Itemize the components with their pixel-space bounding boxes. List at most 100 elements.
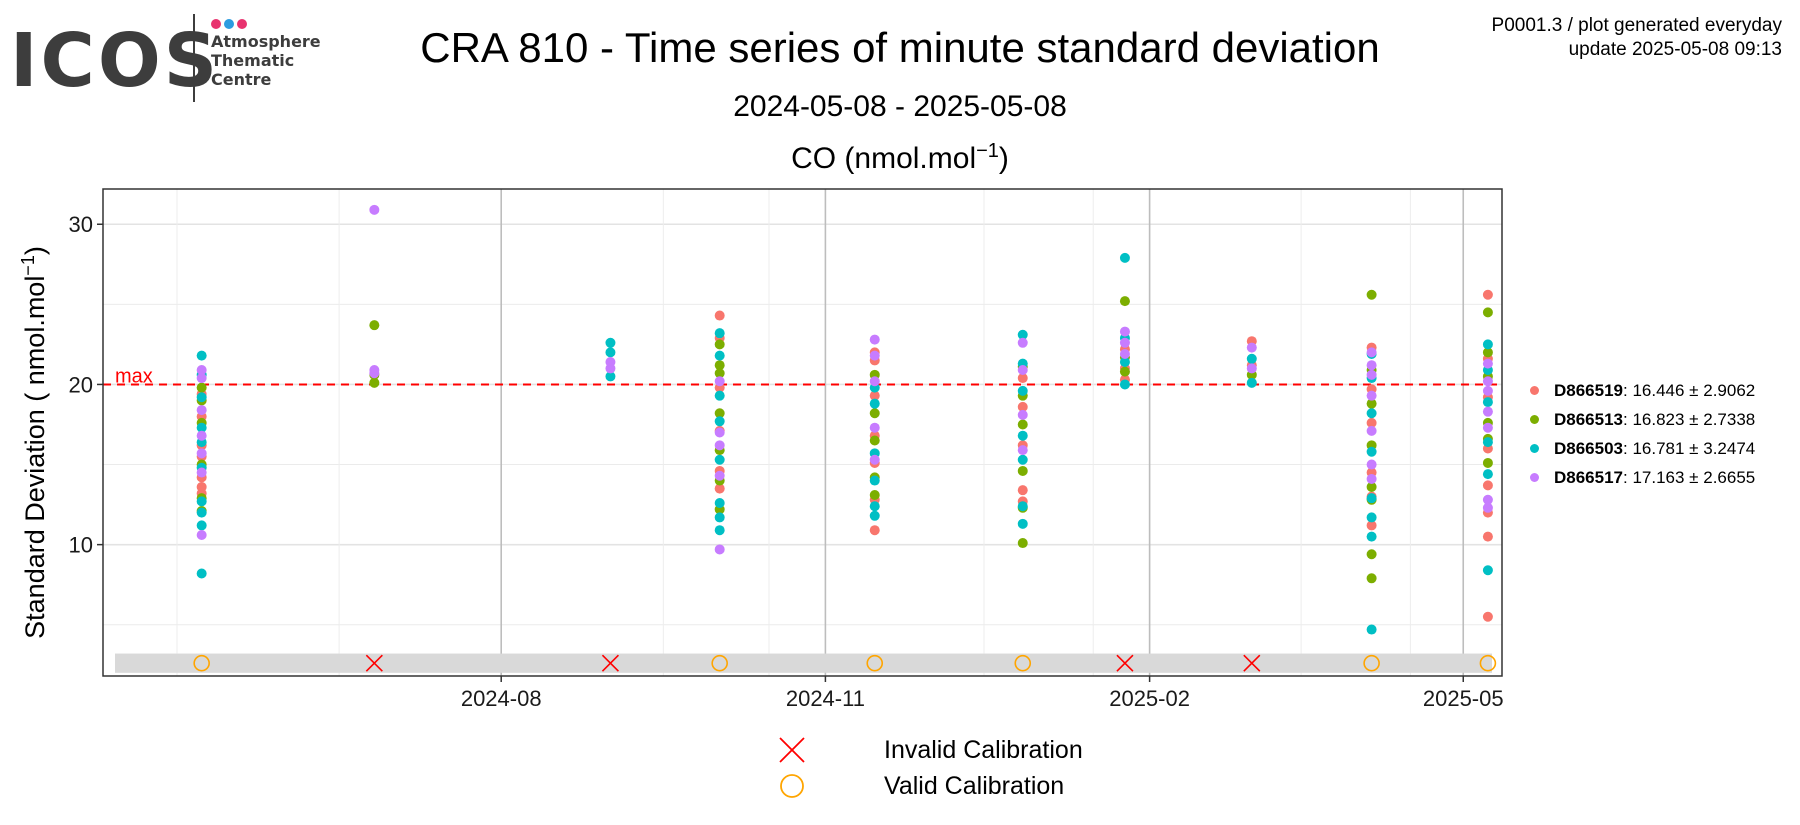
data-point xyxy=(369,204,380,215)
data-point xyxy=(869,475,880,486)
data-point xyxy=(1366,425,1377,436)
data-point xyxy=(1482,502,1493,513)
data-point xyxy=(1482,289,1493,300)
data-point xyxy=(196,350,207,361)
logo-dot-3 xyxy=(237,19,247,29)
y-axis-title-close: ) xyxy=(20,246,50,255)
data-point xyxy=(1017,445,1028,456)
logo-dot-1 xyxy=(211,19,221,29)
data-point xyxy=(196,496,207,507)
data-point xyxy=(714,310,725,321)
data-point xyxy=(1366,398,1377,409)
data-point xyxy=(1246,377,1257,388)
plot-border xyxy=(102,188,1503,677)
legend-invalid-calibration: Invalid Calibration xyxy=(772,732,1083,768)
calibration-band xyxy=(115,653,1492,673)
data-point xyxy=(196,392,207,403)
species-label: CO (nmol.mol xyxy=(791,142,977,175)
data-point xyxy=(1482,565,1493,576)
plot-panel xyxy=(103,189,1502,676)
data-point xyxy=(869,489,880,500)
legend-series-stats: : 16.823 ± 2.7338 xyxy=(1623,409,1756,429)
data-point xyxy=(1017,485,1028,496)
data-point xyxy=(869,350,880,361)
data-point xyxy=(1119,326,1130,337)
data-point xyxy=(714,390,725,401)
data-point xyxy=(714,376,725,387)
data-point xyxy=(1482,457,1493,468)
data-point xyxy=(1017,385,1028,396)
legend-series-stats: : 16.446 ± 2.9062 xyxy=(1623,380,1756,400)
species-close: ) xyxy=(998,142,1009,175)
logo-subtitle-line: Atmosphere xyxy=(211,32,321,51)
chart-species: CO (nmol.mol−1) xyxy=(0,140,1800,176)
data-point xyxy=(1482,480,1493,491)
data-point xyxy=(196,365,207,376)
data-point xyxy=(1366,624,1377,635)
legend-series-stats: : 17.163 ± 2.6655 xyxy=(1623,467,1756,487)
data-point xyxy=(605,363,616,374)
data-point xyxy=(1366,360,1377,371)
data-point xyxy=(1119,379,1130,390)
data-point xyxy=(714,544,725,555)
legend-item: D866519: 16.446 ± 2.9062 xyxy=(1530,376,1755,405)
data-point xyxy=(605,347,616,358)
data-point xyxy=(869,376,880,387)
data-point xyxy=(1482,347,1493,358)
data-point xyxy=(714,408,725,419)
data-point xyxy=(1119,349,1130,360)
data-point xyxy=(714,416,725,427)
data-point xyxy=(1017,501,1028,512)
data-point xyxy=(1482,611,1493,622)
data-point xyxy=(1482,376,1493,387)
y-axis-title-exponent: −1 xyxy=(18,255,38,276)
data-point xyxy=(714,470,725,481)
data-point xyxy=(1366,289,1377,300)
data-point xyxy=(196,373,207,384)
legend-dot xyxy=(1530,473,1539,482)
plot-code: P0001.3 / plot generated everyday xyxy=(1491,15,1782,36)
chart-date-range: 2024-05-08 - 2025-05-08 xyxy=(733,90,1067,123)
data-point xyxy=(714,328,725,339)
data-point xyxy=(196,448,207,459)
data-point xyxy=(1119,357,1130,368)
legend-dot xyxy=(1530,415,1539,424)
data-point xyxy=(869,334,880,345)
legend-valid-label: Valid Calibration xyxy=(884,771,1065,800)
data-point xyxy=(1246,353,1257,364)
data-point xyxy=(196,467,207,478)
legend-item: D866517: 17.163 ± 2.6655 xyxy=(1530,463,1755,492)
data-point xyxy=(869,422,880,433)
data-point xyxy=(1366,417,1377,428)
data-point xyxy=(714,427,725,438)
species-exponent: −1 xyxy=(976,140,999,162)
cross-line xyxy=(779,737,805,763)
invalid-calibration-marker xyxy=(1116,654,1134,672)
data-point xyxy=(714,368,725,379)
data-point xyxy=(605,371,616,382)
data-point xyxy=(369,320,380,331)
data-point xyxy=(1366,520,1377,531)
data-point xyxy=(714,454,725,465)
plot-info: P0001.3 / plot generated everyday update… xyxy=(1492,14,1782,62)
data-point xyxy=(196,520,207,531)
data-point xyxy=(1482,422,1493,433)
logo-wordmark: ICOS xyxy=(10,18,221,104)
data-point xyxy=(196,430,207,441)
cross-icon xyxy=(779,737,805,763)
data-point xyxy=(714,360,725,371)
legend-series-name: D866519 xyxy=(1554,380,1624,400)
data-point xyxy=(1482,385,1493,396)
valid-calibration-marker xyxy=(193,654,210,672)
legend-dot xyxy=(1530,386,1539,395)
data-point xyxy=(1017,430,1028,441)
logo-subtitle-line: Thematic xyxy=(211,51,295,70)
data-point xyxy=(196,405,207,416)
valid-calibration-marker xyxy=(1363,654,1380,672)
logo-dots xyxy=(211,16,250,34)
valid-calibration-marker xyxy=(866,654,884,672)
x-tick-label: 2025-05 xyxy=(1423,686,1504,711)
legend-series-stats: : 16.781 ± 3.2474 xyxy=(1623,438,1756,458)
legend-item: D866503: 16.781 ± 3.2474 xyxy=(1530,434,1755,463)
data-point xyxy=(1017,538,1028,549)
